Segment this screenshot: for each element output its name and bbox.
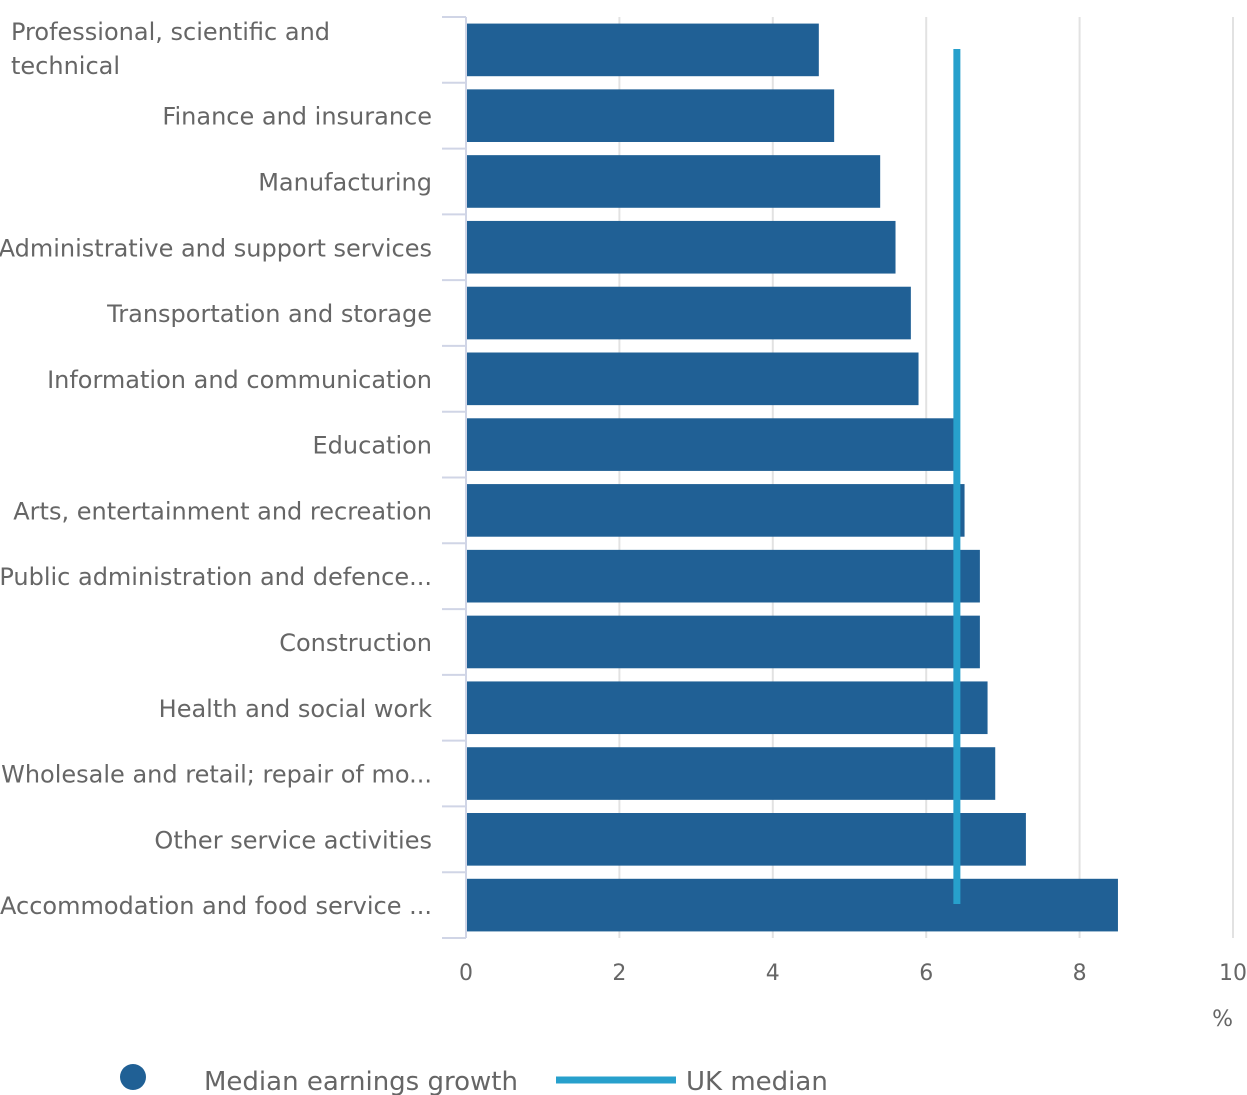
- legend-label-median-earnings-growth: Median earnings growth: [204, 1067, 518, 1095]
- legend-label-uk-median: UK median: [686, 1067, 828, 1095]
- category-label: Wholesale and retail; repair of mo...: [1, 761, 432, 789]
- bar: [466, 615, 980, 669]
- category-label: Construction: [279, 629, 432, 657]
- bar: [466, 878, 1118, 932]
- bar: [466, 155, 881, 208]
- legend: Median earnings growth UK median: [120, 1064, 828, 1095]
- y-axis: [442, 16, 467, 939]
- bar: [466, 549, 980, 603]
- category-label: Public administration and defence...: [0, 563, 432, 591]
- category-label: Education: [313, 432, 432, 460]
- category-label: Finance and insurance: [162, 103, 432, 131]
- bars: [466, 23, 1118, 932]
- category-label: Administrative and support services: [0, 234, 432, 262]
- category-label: Professional, scientific and technical: [11, 18, 330, 80]
- bar: [466, 681, 988, 735]
- category-label: Transportation and storage: [106, 300, 432, 328]
- x-tick-label: 2: [612, 961, 626, 986]
- category-label: Accommodation and food service ...: [0, 892, 432, 920]
- category-label: Manufacturing: [258, 168, 432, 196]
- category-label: Health and social work: [159, 695, 432, 723]
- bar: [466, 89, 835, 142]
- bar: [466, 23, 819, 77]
- category-label: Arts, entertainment and recreation: [13, 497, 432, 525]
- x-tick-label: 0: [459, 961, 473, 986]
- x-tick-label: 8: [1073, 961, 1087, 986]
- bar: [466, 418, 957, 471]
- legend-marker-median-earnings-growth: [120, 1064, 146, 1090]
- category-label: Other service activities: [154, 826, 432, 854]
- bar: [466, 813, 1026, 866]
- category-label: Information and communication: [47, 366, 432, 394]
- bar: [466, 352, 919, 406]
- x-tick-label: 10: [1219, 961, 1247, 986]
- x-tick-labels: 0 2 4 6 8 10: [459, 961, 1247, 986]
- bar: [466, 484, 965, 537]
- bar: [466, 747, 996, 800]
- bar: [466, 220, 896, 274]
- x-axis-unit-label: %: [1212, 1007, 1233, 1032]
- x-tick-label: 6: [919, 961, 933, 986]
- category-labels: Professional, scientific and technical Fin…: [0, 18, 432, 920]
- x-tick-label: 4: [766, 961, 780, 986]
- bar: [466, 286, 911, 340]
